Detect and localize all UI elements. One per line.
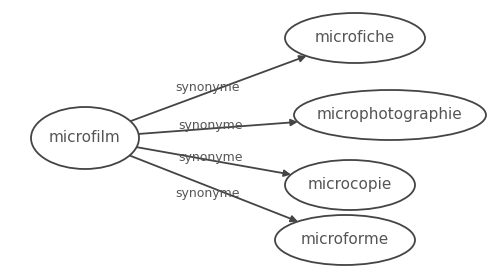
Ellipse shape xyxy=(285,160,415,210)
Text: microfiche: microfiche xyxy=(315,31,395,45)
Text: microforme: microforme xyxy=(301,232,389,248)
Ellipse shape xyxy=(275,215,415,265)
Ellipse shape xyxy=(294,90,486,140)
Text: synonyme: synonyme xyxy=(178,119,243,131)
Text: synonyme: synonyme xyxy=(175,186,240,199)
Text: synonyme: synonyme xyxy=(178,152,243,164)
Ellipse shape xyxy=(31,107,139,169)
Text: microfilm: microfilm xyxy=(49,131,121,145)
Text: microcopie: microcopie xyxy=(308,177,392,192)
Text: microphotographie: microphotographie xyxy=(317,108,463,122)
Text: synonyme: synonyme xyxy=(175,81,240,95)
Ellipse shape xyxy=(285,13,425,63)
